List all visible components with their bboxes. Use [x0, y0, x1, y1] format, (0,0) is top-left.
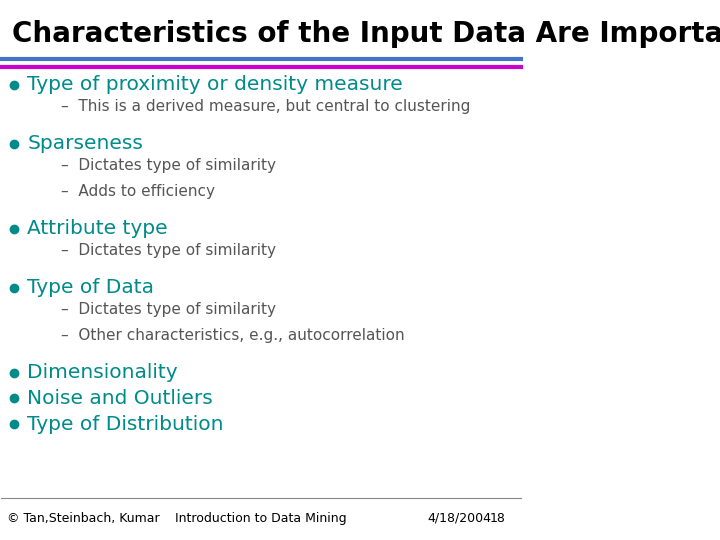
- Text: Attribute type: Attribute type: [27, 219, 168, 238]
- Text: Sparseness: Sparseness: [27, 134, 143, 153]
- Text: Type of proximity or density measure: Type of proximity or density measure: [27, 75, 403, 94]
- Text: –  Other characteristics, e.g., autocorrelation: – Other characteristics, e.g., autocorre…: [61, 327, 405, 342]
- Text: –  Dictates type of similarity: – Dictates type of similarity: [61, 158, 276, 173]
- Text: 18: 18: [490, 512, 505, 525]
- Text: Noise and Outliers: Noise and Outliers: [27, 389, 213, 408]
- Text: Characteristics of the Input Data Are Important: Characteristics of the Input Data Are Im…: [12, 20, 720, 48]
- Text: –  Dictates type of similarity: – Dictates type of similarity: [61, 242, 276, 258]
- Text: Type of Distribution: Type of Distribution: [27, 415, 224, 434]
- Text: –  Adds to efficiency: – Adds to efficiency: [61, 184, 215, 199]
- Text: 4/18/2004: 4/18/2004: [428, 512, 492, 525]
- Text: © Tan,Steinbach, Kumar: © Tan,Steinbach, Kumar: [6, 512, 159, 525]
- Text: Type of Data: Type of Data: [27, 278, 154, 297]
- Text: –  Dictates type of similarity: – Dictates type of similarity: [61, 302, 276, 317]
- Text: Dimensionality: Dimensionality: [27, 363, 178, 382]
- Text: Introduction to Data Mining: Introduction to Data Mining: [176, 512, 347, 525]
- Text: –  This is a derived measure, but central to clustering: – This is a derived measure, but central…: [61, 99, 471, 113]
